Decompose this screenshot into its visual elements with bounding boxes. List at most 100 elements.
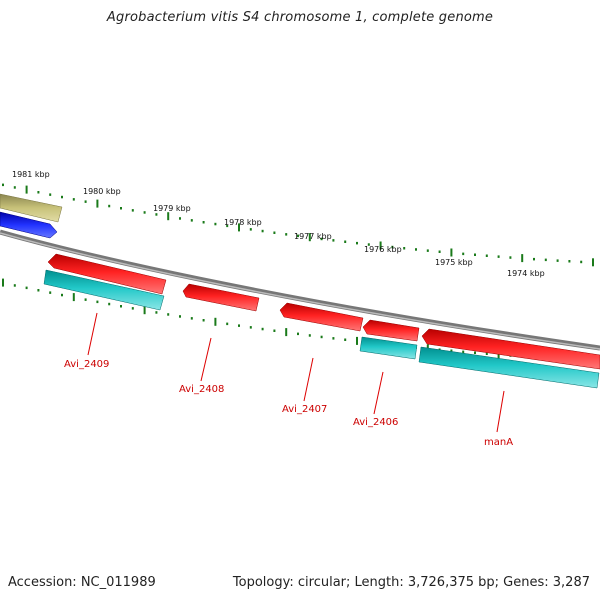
- gene-mana-arrow[interactable]: [421, 328, 600, 370]
- inner-tick-minor: [238, 324, 240, 327]
- gene-label-avi2407[interactable]: Avi_2407: [282, 404, 327, 415]
- inner-tick-minor: [249, 326, 252, 329]
- inner-tick-minor: [84, 298, 87, 301]
- inner-tick-minor: [450, 349, 453, 352]
- outer-tick-minor: [356, 241, 358, 245]
- outer-tick-minor: [320, 237, 323, 241]
- outer-tick-minor: [143, 211, 146, 214]
- inner-tick-major: [143, 306, 146, 315]
- outer-tick-minor: [37, 191, 40, 194]
- outer-tick-minor: [2, 183, 4, 187]
- gene-avi2406-bar[interactable]: [359, 336, 418, 360]
- inner-tick-minor: [202, 319, 205, 322]
- inner-tick-minor: [273, 329, 276, 332]
- outer-tick-minor: [556, 259, 559, 262]
- outer-tick-minor: [367, 243, 370, 246]
- map-title: Agrobacterium vitis S4 chromosome 1, com…: [106, 10, 494, 25]
- outer-tick-major: [379, 241, 382, 250]
- outer-tick-minor: [426, 249, 429, 252]
- outer-tick-minor: [249, 228, 252, 231]
- outer-tick-minor: [580, 260, 583, 264]
- outer-tick-major: [25, 185, 28, 194]
- outer-tick-minor: [190, 219, 193, 222]
- gene-label-avi2408[interactable]: Avi_2408: [179, 384, 224, 395]
- inner-tick-minor: [485, 352, 488, 355]
- inner-tick-minor: [190, 317, 193, 320]
- inner-tick-minor: [332, 337, 335, 340]
- inner-tick-minor: [297, 332, 299, 336]
- leader-line-avi2409: [87, 312, 98, 356]
- gene-label-mana[interactable]: manA: [484, 437, 513, 448]
- ruler-label-1978: 1978 kbp: [224, 218, 262, 227]
- outer-tick-minor: [131, 209, 134, 212]
- outer-tick-minor: [84, 200, 87, 203]
- ruler-label-1974: 1974 kbp: [507, 269, 545, 278]
- gene-leader-lines: [87, 312, 505, 433]
- leader-line-avi2407: [303, 357, 314, 402]
- inner-tick-minor: [308, 334, 311, 337]
- outer-tick-minor: [179, 217, 181, 220]
- gene-mana-bar[interactable]: [418, 346, 600, 389]
- gene-blue-arrow[interactable]: [0, 211, 58, 239]
- inner-tick-minor: [155, 311, 158, 314]
- outer-tick-major: [167, 212, 170, 221]
- outer-tick-minor: [13, 186, 16, 189]
- inner-tick-minor: [131, 307, 134, 310]
- genome-backbone-highlight: [0, 232, 600, 350]
- gene-label-avi2406[interactable]: Avi_2406: [353, 417, 398, 428]
- inner-tick-major: [214, 317, 217, 326]
- inner-tick-minor: [474, 351, 476, 354]
- gene-avi2407-arrow[interactable]: [279, 302, 364, 332]
- outer-tick-minor: [273, 231, 276, 234]
- ruler-labels: 1981 kbp 1980 kbp 1979 kbp 1978 kbp 1977…: [12, 170, 545, 278]
- inner-tick-major: [285, 328, 288, 337]
- outer-ruler-ticks: [2, 183, 594, 267]
- outer-tick-minor: [332, 239, 335, 242]
- ruler-label-1981: 1981 kbp: [12, 170, 50, 179]
- gene-avi2409-arrow[interactable]: [47, 253, 167, 295]
- gene-olive-arrow[interactable]: [0, 193, 63, 223]
- outer-tick-minor: [120, 207, 122, 210]
- inner-tick-major: [2, 278, 4, 287]
- outer-tick-minor: [297, 234, 299, 238]
- outer-tick-minor: [438, 250, 441, 253]
- outer-tick-minor: [391, 245, 394, 249]
- accession-label: Accession: NC_011989: [8, 575, 156, 590]
- inner-tick-minor: [167, 313, 170, 316]
- gene-label-avi2409[interactable]: Avi_2409: [64, 359, 109, 370]
- inner-tick-minor: [108, 302, 111, 306]
- outer-tick-minor: [202, 221, 205, 224]
- inner-tick-minor: [344, 338, 347, 341]
- gene-avi2409-bar[interactable]: [43, 269, 165, 311]
- inner-tick-major: [72, 293, 75, 302]
- outer-tick-major: [450, 248, 453, 257]
- outer-tick-minor: [509, 256, 512, 259]
- gene-avi2406-arrow[interactable]: [362, 319, 420, 342]
- outer-tick-major: [238, 223, 240, 232]
- inner-tick-minor: [13, 284, 16, 287]
- ruler-label-1975: 1975 kbp: [435, 258, 473, 267]
- outer-tick-minor: [568, 260, 571, 263]
- inner-tick-minor: [96, 300, 99, 304]
- outer-tick-minor: [285, 233, 288, 236]
- leader-line-avi2406: [373, 371, 384, 415]
- inner-tick-minor: [320, 335, 323, 339]
- gene-labels: Avi_2409 Avi_2408 Avi_2407 Avi_2406 manA: [64, 359, 513, 448]
- inner-tick-minor: [226, 322, 229, 326]
- outer-tick-major: [521, 254, 524, 263]
- inner-tick-minor: [462, 350, 465, 354]
- outer-tick-minor: [72, 198, 75, 201]
- outer-tick-minor: [403, 247, 406, 250]
- inner-tick-minor: [261, 327, 264, 331]
- inner-tick-minor: [25, 286, 28, 290]
- outer-tick-minor: [155, 213, 158, 216]
- outer-tick-minor: [497, 255, 500, 258]
- genome-summary: Topology: circular; Length: 3,726,375 bp…: [232, 575, 590, 590]
- gene-avi2408-arrow[interactable]: [182, 283, 260, 312]
- outer-tick-minor: [533, 257, 535, 261]
- outer-tick-minor: [485, 254, 488, 257]
- outer-tick-minor: [226, 224, 229, 228]
- outer-tick-minor: [462, 252, 465, 256]
- outer-tick-minor: [474, 253, 476, 256]
